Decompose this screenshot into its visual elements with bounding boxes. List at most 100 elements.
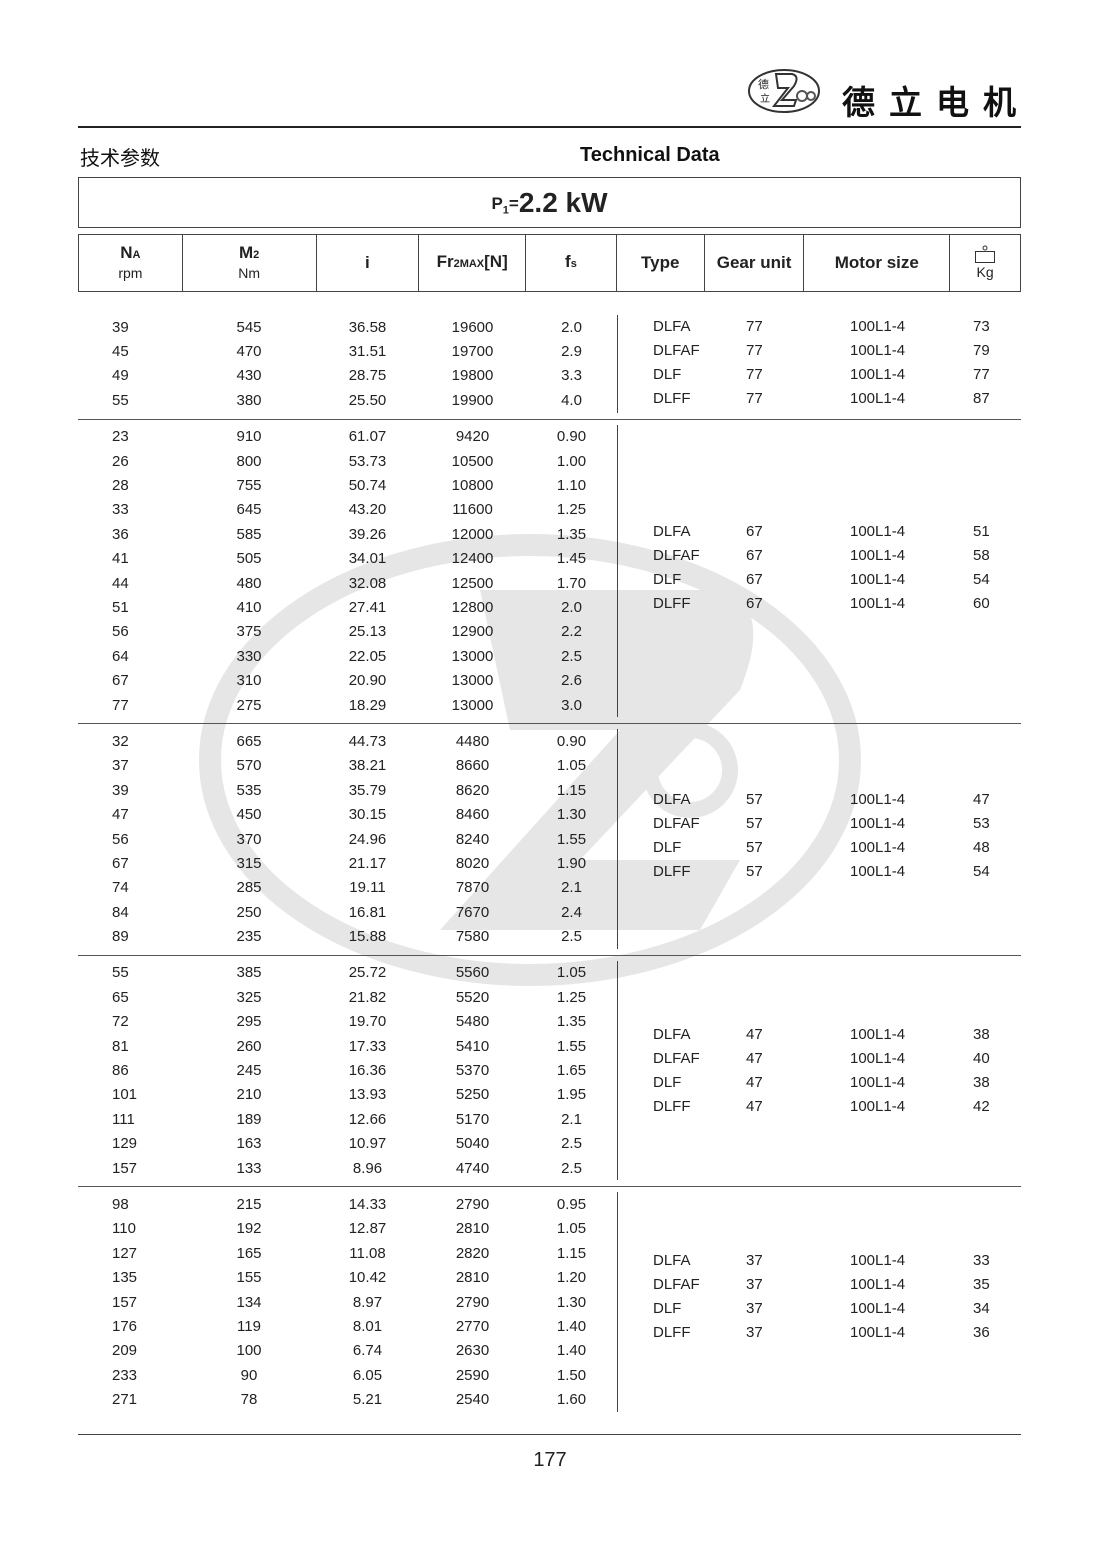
torque-cell: 570	[236, 757, 262, 775]
model-row: DLFF 67 100L1-4 60	[618, 592, 1021, 616]
weight-cell: 87	[973, 390, 990, 407]
torque-cell: 119	[237, 1317, 261, 1335]
gear-unit-cell: 67	[746, 546, 763, 564]
radial-force-cell: 7870	[455, 879, 490, 897]
torque-cell: 910	[236, 428, 262, 446]
radial-force-cell: 4740	[455, 1159, 490, 1177]
radial-force-cell: 8460	[455, 806, 490, 824]
ratio-cell: 22.05	[348, 647, 387, 665]
motor-size-cell: 100L1-4	[850, 1300, 906, 1318]
table-row: 33 645 43.20 11600 1.25	[78, 498, 617, 522]
ratio-cell: 50.74	[348, 477, 387, 495]
ratio-cell: 20.90	[348, 672, 387, 690]
ratio-cell: 11.08	[349, 1244, 386, 1262]
motor-size-cell: 100L1-4	[850, 1097, 906, 1115]
motor-size-cell: 100L1-4	[850, 1324, 906, 1342]
type-cell: DLFAF	[653, 815, 700, 833]
ratio-cell: 24.96	[348, 830, 387, 848]
weight-cell: 38	[973, 1025, 990, 1043]
motor-size-cell: 100L1-4	[850, 1025, 906, 1043]
header-na: NA rpm	[79, 235, 183, 291]
table-row: 39 535 35.79 8620 1.15	[78, 778, 617, 802]
radial-force-cell: 5040	[455, 1135, 490, 1153]
ratio-cell: 13.93	[348, 1086, 387, 1104]
table-row: 49 430 28.75 19800 3.3	[78, 364, 617, 388]
torque-cell: 755	[236, 477, 262, 495]
performance-rows: 23 910 61.07 9420 0.90 26 800 53.73 10500 1.00 28 7…	[78, 425, 617, 718]
model-row: DLF 37 100L1-4 34	[618, 1297, 1021, 1321]
ratio-cell: 14.33	[348, 1195, 387, 1213]
ratio-cell: 12.66	[348, 1110, 387, 1128]
speed-cell: 45	[112, 343, 129, 361]
speed-cell: 56	[112, 830, 129, 848]
radial-force-cell: 8620	[455, 781, 490, 799]
gear-unit-group: 55 385 25.72 5560 1.05 65 325 21.82 5520 1.25 72 29…	[78, 956, 1021, 1188]
table-row: 157 134 8.97 2790 1.30	[78, 1290, 617, 1314]
torque-cell: 285	[236, 879, 262, 897]
service-factor-cell: 1.30	[556, 806, 587, 824]
torque-cell: 645	[236, 501, 262, 519]
table-row: 28 755 50.74 10800 1.10	[78, 473, 617, 497]
service-factor-cell: 2.6	[561, 672, 582, 690]
model-list: DLFA 77 100L1-4 73 DLFAF 77 100L1-4 79 DLF 77 100L…	[617, 315, 1021, 413]
ratio-cell: 25.50	[348, 391, 387, 409]
radial-force-cell: 2540	[455, 1391, 490, 1409]
speed-cell: 28	[112, 477, 129, 495]
radial-force-cell: 10800	[451, 477, 494, 495]
service-factor-cell: 1.05	[556, 1220, 587, 1238]
radial-force-cell: 8660	[455, 757, 490, 775]
torque-cell: 585	[236, 525, 262, 543]
speed-cell: 157	[112, 1159, 138, 1177]
model-row: DLF 47 100L1-4 38	[618, 1071, 1021, 1095]
service-factor-cell: 0.95	[556, 1195, 587, 1213]
gear-unit-cell: 37	[746, 1300, 763, 1318]
table-row: 110 192 12.87 2810 1.05	[78, 1217, 617, 1241]
type-cell: DLFF	[653, 1324, 691, 1342]
gear-unit-cell: 57	[746, 815, 763, 833]
radial-force-cell: 2630	[455, 1342, 490, 1360]
radial-force-cell: 2820	[455, 1244, 490, 1262]
type-cell: DLFF	[653, 863, 691, 881]
table-row: 72 295 19.70 5480 1.35	[78, 1010, 617, 1034]
ratio-cell: 8.97	[352, 1293, 383, 1311]
torque-cell: 165	[236, 1244, 262, 1262]
speed-cell: 86	[112, 1062, 129, 1080]
gear-unit-group: 39 545 36.58 19600 2.0 45 470 31.51 19700 2.9 49 43…	[78, 310, 1021, 420]
speed-cell: 129	[112, 1135, 138, 1153]
service-factor-cell: 1.25	[556, 988, 587, 1006]
section-title-en: Technical Data	[580, 144, 720, 166]
performance-rows: 32 665 44.73 4480 0.90 37 570 38.21 8660 1.05 39 53…	[78, 729, 617, 949]
service-factor-cell: 1.15	[556, 781, 587, 799]
model-row: DLFF 47 100L1-4 42	[618, 1095, 1021, 1119]
table-row: 176 119 8.01 2770 1.40	[78, 1314, 617, 1338]
type-cell: DLFA	[653, 791, 691, 809]
ratio-cell: 8.01	[352, 1317, 383, 1335]
speed-cell: 110	[112, 1220, 136, 1238]
weight-cell: 58	[973, 546, 990, 564]
service-factor-cell: 3.3	[561, 367, 582, 385]
radial-force-cell: 19800	[451, 367, 494, 385]
model-row: DLFAF 37 100L1-4 35	[618, 1273, 1021, 1297]
motor-size-cell: 100L1-4	[850, 342, 906, 359]
table-row: 89 235 15.88 7580 2.5	[78, 924, 617, 948]
radial-force-cell: 5520	[455, 988, 490, 1006]
model-row: DLFF 57 100L1-4 54	[618, 860, 1021, 884]
service-factor-cell: 1.40	[556, 1342, 587, 1360]
type-cell: DLF	[653, 1073, 682, 1091]
speed-cell: 39	[112, 781, 129, 799]
speed-cell: 81	[112, 1037, 129, 1055]
service-factor-cell: 1.30	[556, 1293, 587, 1311]
weight-cell: 73	[973, 318, 990, 335]
gear-unit-cell: 77	[746, 342, 763, 359]
header-motor-size: Motor size	[804, 235, 951, 291]
service-factor-cell: 1.45	[556, 550, 587, 568]
weight-cell: 60	[973, 594, 990, 612]
ratio-cell: 12.87	[348, 1220, 387, 1238]
motor-size-cell: 100L1-4	[850, 522, 906, 540]
table-header: NA rpm M2 Nm i Fr2MAX[N] fs Type Gear unit…	[78, 234, 1021, 292]
speed-cell: 36	[112, 525, 129, 543]
radial-force-cell: 12800	[451, 598, 494, 616]
power-symbol: P1=	[491, 194, 519, 217]
speed-cell: 233	[112, 1366, 138, 1384]
model-list: DLFA 47 100L1-4 38 DLFAF 47 100L1-4 40 DLF 47 100L…	[617, 960, 1021, 1181]
